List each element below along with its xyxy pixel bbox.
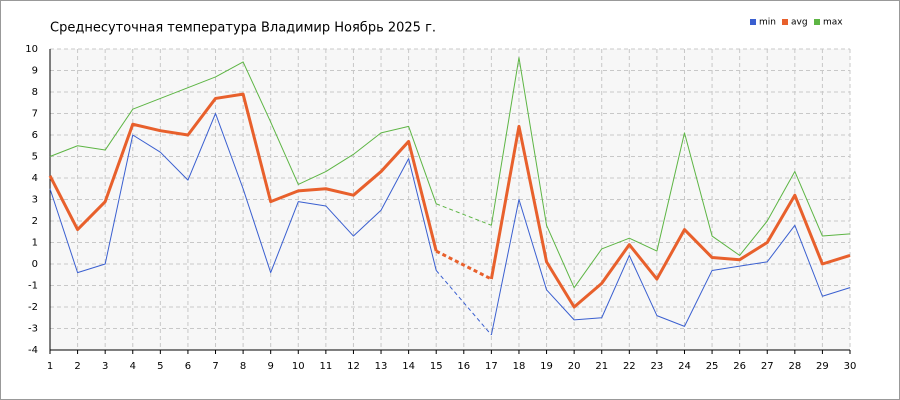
series-line (49, 57, 851, 289)
legend-label: min (759, 18, 776, 28)
x-tick-label: 9 (268, 361, 274, 372)
gap-bridge (436, 203, 492, 226)
x-tick-label: 5 (157, 361, 163, 372)
x-tick-label: 2 (74, 361, 80, 372)
x-tick-label: 11 (319, 361, 332, 372)
y-tick-label: 2 (32, 216, 38, 227)
x-tick-label: 29 (816, 361, 829, 372)
chart-title: Среднесуточная температура Владимир Нояб… (50, 21, 436, 36)
x-tick-label: 3 (102, 361, 108, 372)
y-tick-label: 0 (32, 259, 38, 270)
y-tick-label: -1 (28, 281, 38, 292)
y-tick-label: -3 (28, 324, 38, 335)
x-tick-label: 27 (761, 361, 774, 372)
x-tick-label: 16 (457, 361, 470, 372)
y-tick-label: 4 (32, 173, 38, 184)
y-tick-label: 8 (32, 87, 38, 98)
y-tick-label: 9 (32, 66, 38, 77)
gap-bridge (435, 270, 492, 336)
x-tick-label: 23 (651, 361, 664, 372)
x-tick-label: 14 (402, 361, 415, 372)
y-tick-label: 7 (32, 109, 38, 120)
y-tick-label: 3 (32, 195, 38, 206)
gap-bridge (435, 249, 493, 281)
y-tick-label: 10 (25, 44, 38, 55)
y-tick-label: -4 (28, 345, 38, 356)
x-tick-label: 30 (844, 361, 857, 372)
x-tick-label: 6 (185, 361, 191, 372)
x-tick-label: 7 (212, 361, 218, 372)
x-tick-label: 28 (788, 361, 801, 372)
series-line (48, 92, 851, 309)
x-tick-label: 22 (623, 361, 636, 372)
series-line (49, 113, 851, 336)
legend-label: max (823, 18, 843, 28)
x-tick-label: 13 (375, 361, 388, 372)
x-tick-label: 8 (240, 361, 246, 372)
legend-swatch (782, 19, 788, 25)
y-tick-label: -2 (28, 302, 38, 313)
x-tick-label: 26 (733, 361, 746, 372)
legend-swatch (750, 19, 756, 25)
x-tick-label: 21 (595, 361, 608, 372)
legend-label: avg (791, 18, 808, 28)
x-tick-label: 20 (568, 361, 581, 372)
x-tick-label: 18 (513, 361, 526, 372)
y-tick-label: 1 (32, 238, 38, 249)
x-tick-label: 1 (47, 361, 53, 372)
x-tick-label: 10 (292, 361, 305, 372)
legend-swatch (814, 19, 820, 25)
x-tick-label: 12 (347, 361, 360, 372)
x-tick-label: 15 (430, 361, 443, 372)
x-tick-label: 25 (706, 361, 719, 372)
x-tick-label: 4 (130, 361, 136, 372)
x-tick-label: 19 (540, 361, 553, 372)
y-tick-label: 5 (32, 152, 38, 163)
x-tick-label: 17 (485, 361, 498, 372)
x-tick-label: 24 (678, 361, 691, 372)
y-tick-label: 6 (32, 130, 38, 141)
